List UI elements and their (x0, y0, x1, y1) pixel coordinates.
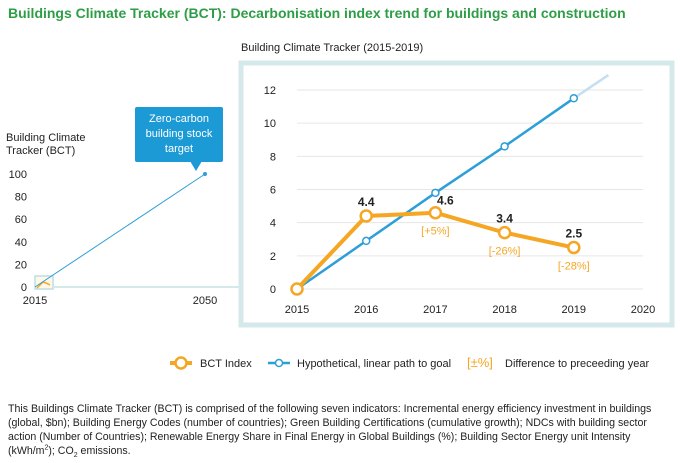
legend-bct-label: BCT Index (200, 358, 252, 370)
path-point (361, 236, 371, 246)
legend-path-label: Hypothetical, linear path to goal (297, 358, 451, 370)
zoom-ytick-label: 12 (264, 85, 276, 97)
callout-text-line3: target (165, 143, 193, 155)
overview-xtick-label: 2050 (193, 295, 217, 307)
legend-bct-marker-icon (174, 356, 188, 370)
path-extension-line (573, 74, 610, 100)
zoom-ytick-label: 0 (270, 284, 276, 296)
legend-item-bct: BCT Index (170, 356, 252, 370)
chart-area: Building Climate Tracker (BCT) 020406080… (6, 42, 675, 370)
zoom-xtick-label: 2018 (492, 304, 516, 316)
page-title: Buildings Climate Tracker (BCT): Decarbo… (8, 5, 626, 21)
bct-point (359, 209, 373, 223)
overview-ytick-label: 40 (15, 237, 27, 249)
overview-xtick-label: 2015 (23, 295, 47, 307)
legend-path-marker-icon (274, 358, 284, 368)
footnote-text-2: ); CO (48, 445, 74, 457)
path-point (431, 188, 440, 198)
legend-diff-label: Difference to preceeding year (505, 358, 649, 370)
overview-target-point (203, 172, 207, 176)
zoom-frame (238, 60, 675, 328)
overview-ytick-label: 80 (15, 192, 27, 204)
bct-diff-label: [+5%] (421, 226, 449, 238)
zoom-ytick-label: 8 (270, 151, 276, 163)
zoom-xtick-label: 2019 (562, 304, 586, 316)
overview-chart: Building Climate Tracker (BCT) 0 20 40 60 80… (6, 107, 241, 307)
zoom-xtick-label: 2016 (354, 304, 378, 316)
target-callout: Zero-carbon building stock target (135, 107, 223, 171)
legend-diff-symbol: [±%] (467, 355, 493, 370)
footnote-sup: 2 (44, 444, 49, 452)
bct-value-label: 2.5 (565, 227, 582, 241)
callout-box (135, 107, 223, 162)
callout-text-line1: Zero-carbon (149, 113, 209, 125)
footnote-text-3: emissions. (77, 445, 131, 457)
zoom-xtick-label: 2015 (285, 304, 309, 316)
bct-point (290, 282, 304, 296)
footnote-sub: 2 (73, 452, 78, 460)
legend: BCT Index Hypothetical, linear path to g… (170, 355, 649, 370)
overview-ytick-label: 60 (15, 214, 27, 226)
callout-pointer (190, 161, 202, 171)
bct-value-label: 4.6 (437, 194, 454, 208)
bct-point (567, 240, 581, 255)
footnote: This Buildings Climate Tracker (BCT) is … (8, 402, 672, 460)
bct-value-label: 4.4 (358, 195, 375, 209)
bct-value-label: 3.4 (496, 212, 513, 226)
overview-ylabel-line1: Building Climate (6, 132, 85, 144)
zoom-ytick-label: 10 (264, 118, 276, 130)
path-point (569, 94, 579, 103)
overview-ytick-label: 100 (9, 169, 27, 181)
zoom-xtick-label: 2017 (423, 304, 447, 316)
overview-ytick-label: 0 (21, 282, 27, 294)
bct-point (428, 205, 443, 220)
zoom-xtick-label: 2020 (631, 304, 655, 316)
overview-ylabel-line2: Tracker (BCT) (6, 145, 75, 157)
zoom-ytick-label: 2 (270, 251, 276, 263)
zoom-ytick-label: 4 (270, 218, 276, 230)
overview-zoom-bct-line (36, 281, 51, 289)
footnote-text-1: This Buildings Climate Tracker (BCT) is … (8, 403, 652, 457)
zoom-chart-title: Building Climate Tracker (2015-2019) (241, 42, 423, 54)
path-point (500, 142, 509, 151)
bct-diff-label: [-28%] (558, 261, 590, 273)
zoom-chart: Building Climate Tracker (2015-2019) 0 2 4… (238, 42, 675, 328)
legend-item-diff: [±%] Difference to preceeding year (467, 355, 649, 370)
callout-text-line2: building stock (146, 128, 213, 140)
legend-item-path: Hypothetical, linear path to goal (268, 358, 451, 370)
bct-point (497, 225, 512, 240)
overview-ytick-label: 20 (15, 259, 27, 271)
zoom-ytick-label: 6 (270, 185, 276, 197)
overview-target-line (34, 173, 206, 288)
bct-diff-label: [-26%] (489, 246, 521, 258)
